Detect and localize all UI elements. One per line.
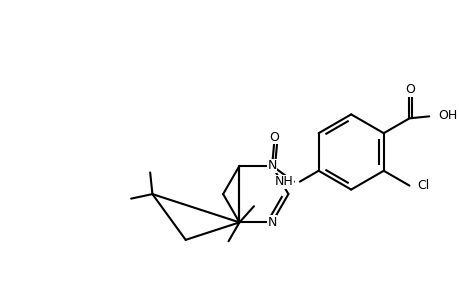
Text: N: N (267, 216, 276, 229)
Text: Cl: Cl (416, 179, 429, 192)
Text: O: O (405, 83, 414, 96)
Text: OH: OH (437, 109, 456, 122)
Text: N: N (267, 159, 276, 172)
Text: NH: NH (274, 175, 293, 188)
Text: O: O (269, 130, 279, 144)
